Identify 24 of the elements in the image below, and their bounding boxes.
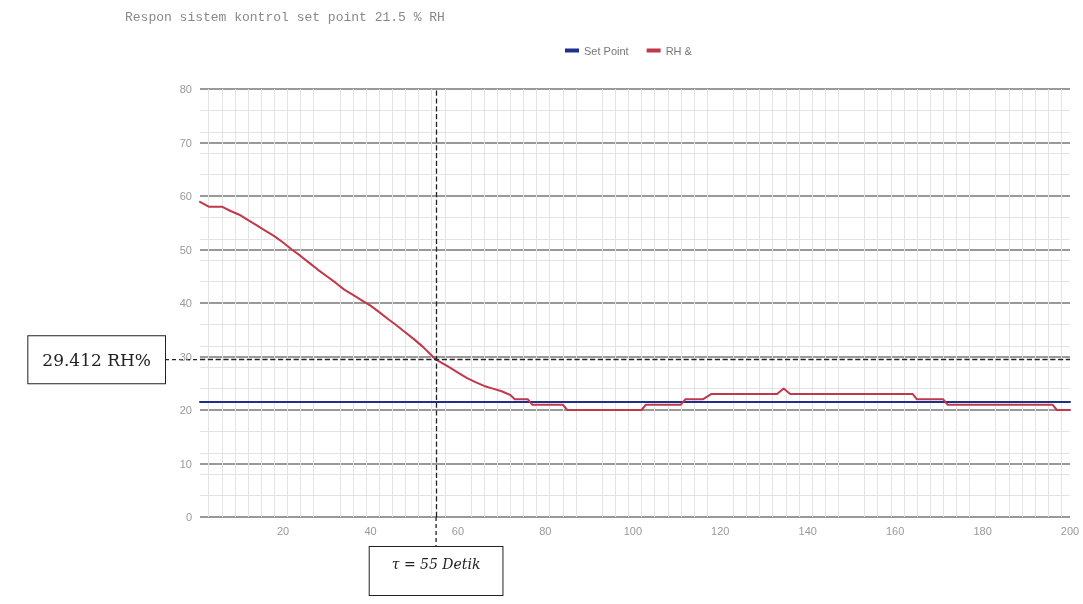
x-tick-label: 40 <box>364 524 377 537</box>
y-tick-label: 70 <box>179 136 192 149</box>
y-tick-label: 30 <box>179 350 192 363</box>
y-tick-label: 10 <box>179 457 192 470</box>
ref-line-label: τ = 55 Detik <box>391 556 481 572</box>
y-tick-label: 40 <box>179 297 192 309</box>
y-tick-label: 0 <box>185 511 192 523</box>
y-tick-label: 50 <box>179 243 192 256</box>
legend-label: Set Point <box>584 44 629 57</box>
x-tick-label: 60 <box>451 524 465 537</box>
y-tick-label: 60 <box>179 190 192 202</box>
legend-label: RH & <box>665 44 693 57</box>
x-tick-label: 160 <box>885 524 905 537</box>
x-tick-label: 200 <box>1060 524 1080 537</box>
x-tick-label: 140 <box>798 524 817 537</box>
chart-title: Respon sistem kontrol set point 21.5 % RH <box>125 10 445 25</box>
ref-line-label: 29.412 RH% <box>42 349 151 370</box>
x-tick-label: 20 <box>276 524 290 537</box>
x-tick-label: 180 <box>973 524 992 537</box>
x-tick-label: 100 <box>623 524 642 537</box>
y-tick-label: 20 <box>179 404 192 416</box>
y-tick-label: 80 <box>179 83 192 95</box>
x-tick-label: 120 <box>711 524 730 537</box>
x-tick-label: 80 <box>539 524 552 537</box>
